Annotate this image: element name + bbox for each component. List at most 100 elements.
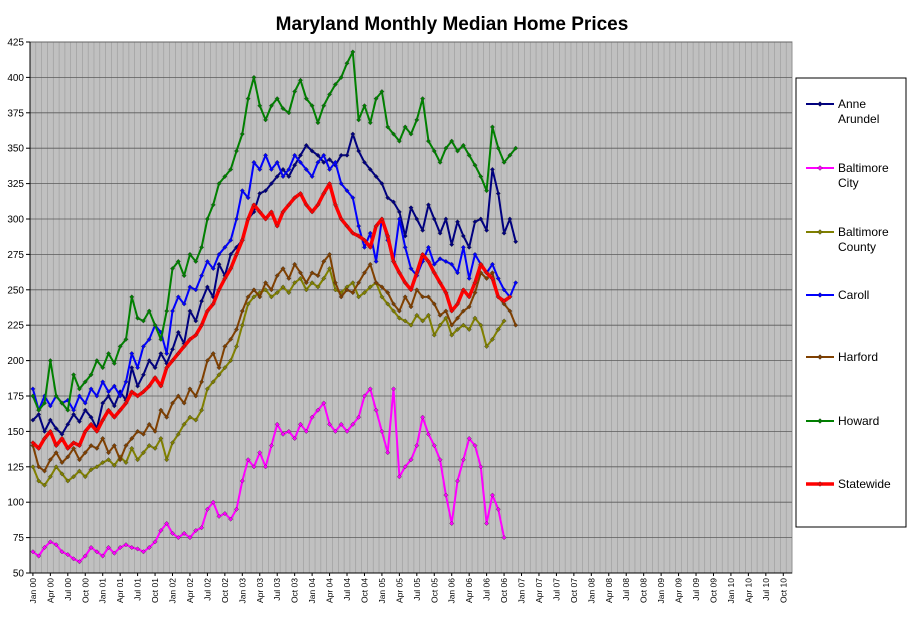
chart-title: Maryland Monthly Median Home Prices bbox=[276, 14, 629, 35]
data-point bbox=[106, 545, 112, 550]
data-point bbox=[373, 280, 379, 286]
data-point bbox=[466, 435, 472, 441]
data-point bbox=[449, 332, 455, 338]
data-point bbox=[361, 159, 367, 165]
y-tick-label: 200 bbox=[7, 356, 24, 367]
data-point bbox=[286, 110, 292, 116]
data-point bbox=[187, 336, 193, 342]
data-point bbox=[501, 287, 507, 293]
data-point bbox=[59, 460, 65, 466]
data-point bbox=[204, 386, 210, 392]
data-point bbox=[332, 428, 338, 434]
data-point bbox=[76, 559, 82, 565]
data-point bbox=[379, 89, 385, 95]
data-point bbox=[443, 216, 449, 222]
data-point bbox=[332, 280, 338, 286]
data-point bbox=[466, 326, 472, 332]
data-point bbox=[257, 450, 263, 456]
data-point bbox=[140, 389, 146, 395]
legend-label: Baltimore bbox=[838, 161, 889, 175]
data-point bbox=[210, 379, 216, 385]
data-point bbox=[303, 166, 309, 172]
series-line bbox=[31, 50, 517, 412]
data-point bbox=[216, 181, 222, 187]
data-point bbox=[210, 499, 216, 505]
series-line bbox=[31, 267, 505, 487]
data-point bbox=[47, 417, 53, 423]
data-point bbox=[280, 174, 286, 180]
data-point bbox=[431, 332, 437, 338]
data-point bbox=[489, 275, 495, 281]
data-point bbox=[175, 329, 181, 335]
x-tick-label: Jan 09 bbox=[656, 578, 666, 604]
y-tick-label: 125 bbox=[7, 462, 24, 473]
data-point bbox=[344, 188, 350, 194]
data-point bbox=[135, 457, 141, 463]
data-point bbox=[344, 428, 350, 434]
data-point bbox=[356, 280, 362, 286]
x-tick-label: Jul 02 bbox=[202, 578, 212, 601]
data-point bbox=[245, 216, 251, 222]
data-point bbox=[170, 346, 175, 352]
data-point bbox=[82, 553, 88, 559]
data-point bbox=[59, 471, 65, 477]
data-point bbox=[146, 383, 152, 389]
x-tick-label: Oct 07 bbox=[569, 578, 579, 603]
data-point bbox=[350, 49, 356, 55]
data-point bbox=[420, 318, 426, 324]
data-point bbox=[286, 290, 292, 296]
x-tick-label: Apr 00 bbox=[45, 578, 55, 603]
data-point bbox=[379, 284, 385, 290]
data-point bbox=[199, 407, 205, 413]
data-point bbox=[53, 393, 59, 399]
data-point bbox=[292, 162, 298, 168]
data-point bbox=[274, 273, 280, 279]
data-point bbox=[280, 284, 286, 290]
data-point bbox=[204, 308, 210, 314]
data-point bbox=[170, 440, 175, 446]
x-tick-label: Apr 02 bbox=[185, 578, 195, 603]
data-point bbox=[315, 159, 321, 165]
data-point bbox=[327, 251, 333, 257]
data-point bbox=[402, 294, 408, 300]
data-point bbox=[204, 506, 210, 512]
data-point bbox=[193, 287, 199, 293]
data-point bbox=[257, 191, 263, 196]
data-point bbox=[297, 152, 303, 158]
data-point bbox=[356, 223, 362, 229]
data-point bbox=[507, 294, 513, 300]
data-point bbox=[47, 474, 53, 480]
data-point bbox=[303, 96, 309, 102]
data-point bbox=[36, 445, 42, 451]
data-point bbox=[257, 166, 263, 172]
data-point bbox=[117, 457, 123, 463]
data-point bbox=[367, 120, 373, 126]
data-point bbox=[350, 280, 356, 286]
data-point bbox=[385, 290, 391, 296]
data-point bbox=[42, 435, 48, 441]
data-point bbox=[431, 301, 437, 307]
data-point bbox=[327, 91, 333, 97]
data-point bbox=[65, 407, 71, 413]
data-point bbox=[344, 287, 350, 293]
data-point bbox=[140, 318, 146, 324]
data-point bbox=[292, 280, 298, 286]
data-point bbox=[501, 318, 507, 324]
data-point bbox=[466, 275, 472, 281]
data-point bbox=[111, 360, 117, 366]
data-point bbox=[507, 152, 513, 158]
data-point bbox=[239, 188, 245, 194]
data-point bbox=[181, 301, 187, 307]
data-point bbox=[71, 440, 77, 446]
data-point bbox=[472, 219, 478, 225]
data-point bbox=[321, 152, 327, 158]
data-point bbox=[437, 280, 443, 286]
data-point bbox=[501, 535, 507, 541]
data-point bbox=[431, 270, 437, 276]
data-point bbox=[257, 294, 263, 300]
data-point bbox=[251, 159, 257, 165]
data-point bbox=[437, 256, 443, 262]
legend-item: Harford bbox=[806, 350, 878, 364]
data-point bbox=[321, 400, 327, 406]
